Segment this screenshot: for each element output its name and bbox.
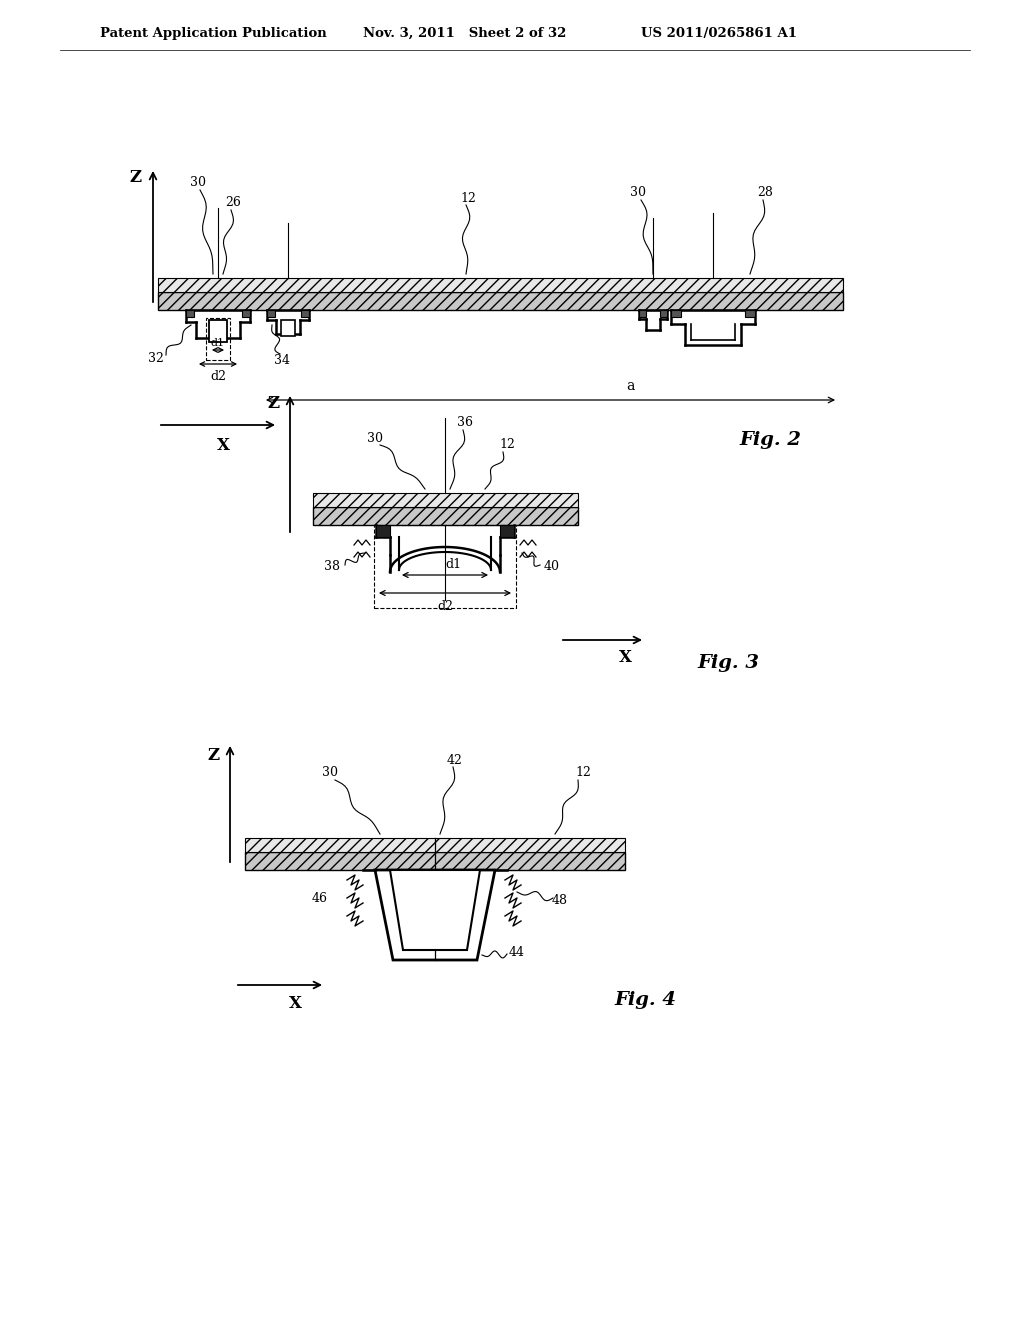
Text: d2: d2	[437, 599, 453, 612]
Text: 28: 28	[757, 186, 773, 199]
Text: 30: 30	[322, 767, 338, 780]
Text: 44: 44	[509, 945, 525, 958]
Text: d2: d2	[210, 370, 226, 383]
Text: 30: 30	[630, 186, 646, 199]
Bar	[209, 319, 227, 342]
Bar	[313, 492, 578, 507]
Text: Z: Z	[267, 395, 280, 412]
Bar	[313, 507, 578, 525]
Text: d1: d1	[445, 558, 461, 572]
Bar	[671, 310, 681, 317]
Bar	[267, 310, 275, 317]
Text: X: X	[216, 437, 229, 454]
Text: 42: 42	[447, 754, 463, 767]
Bar	[376, 525, 390, 537]
Text: 36: 36	[457, 417, 473, 429]
Text: X: X	[289, 994, 301, 1011]
Polygon shape	[390, 870, 480, 950]
Text: Z: Z	[130, 169, 142, 186]
Text: 48: 48	[552, 894, 568, 907]
Text: Patent Application Publication: Patent Application Publication	[100, 26, 327, 40]
Text: Fig. 3: Fig. 3	[697, 653, 759, 672]
Text: X: X	[618, 649, 632, 667]
Bar	[158, 279, 843, 292]
Bar	[745, 310, 755, 317]
Text: 38: 38	[324, 561, 340, 573]
Text: 12: 12	[460, 191, 476, 205]
Bar	[281, 319, 295, 337]
Text: 12: 12	[499, 438, 515, 451]
Text: Fig. 2: Fig. 2	[739, 432, 801, 449]
Text: a: a	[626, 379, 634, 393]
Bar	[639, 310, 646, 317]
Text: 30: 30	[367, 432, 383, 445]
Bar	[206, 318, 230, 360]
Text: Z: Z	[207, 747, 219, 763]
Text: US 2011/0265861 A1: US 2011/0265861 A1	[641, 26, 797, 40]
Text: 26: 26	[225, 197, 241, 210]
Bar	[245, 851, 625, 870]
Polygon shape	[375, 870, 495, 960]
Text: 30: 30	[190, 177, 206, 190]
Bar	[500, 525, 514, 537]
Text: 34: 34	[274, 354, 290, 367]
Bar	[660, 310, 667, 317]
Bar	[245, 838, 625, 851]
Text: 32: 32	[148, 351, 164, 364]
Bar	[374, 525, 516, 609]
Text: Fig. 4: Fig. 4	[614, 991, 676, 1008]
Bar	[301, 310, 309, 317]
Text: d1: d1	[211, 338, 225, 348]
Bar	[242, 310, 250, 317]
Text: 46: 46	[312, 891, 328, 904]
Text: Nov. 3, 2011   Sheet 2 of 32: Nov. 3, 2011 Sheet 2 of 32	[362, 26, 566, 40]
Text: 12: 12	[575, 767, 591, 780]
Text: 40: 40	[544, 561, 560, 573]
Bar	[158, 292, 843, 310]
Bar	[186, 310, 194, 317]
